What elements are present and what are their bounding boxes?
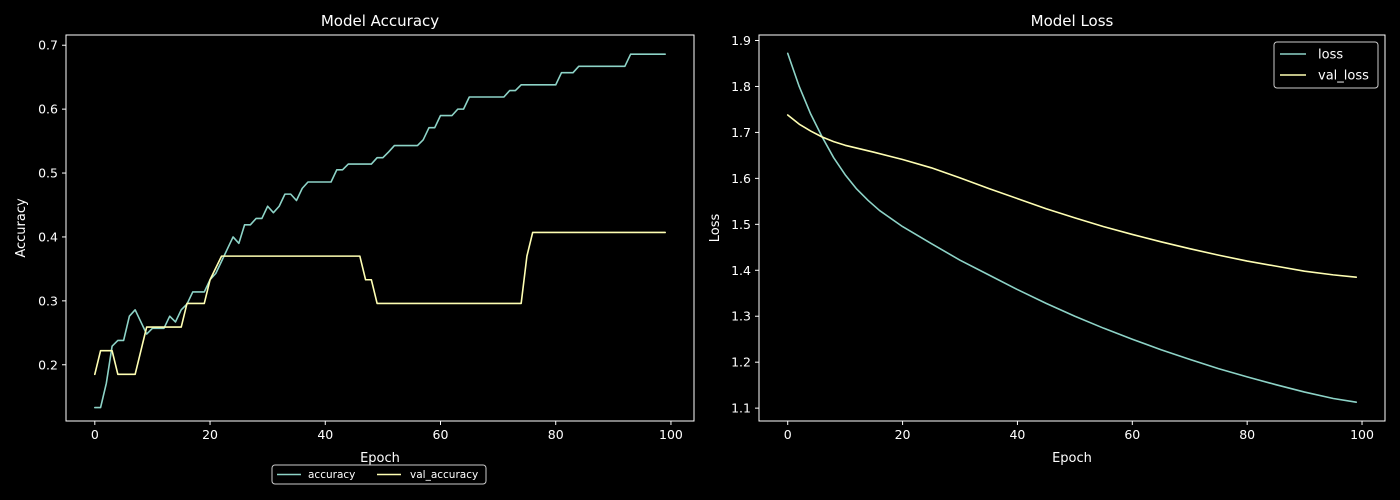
x-tick-label: 100 xyxy=(1350,427,1374,442)
y-axis-label: Loss xyxy=(708,214,723,243)
plot-lines xyxy=(786,52,1358,403)
plot-lines xyxy=(94,53,666,409)
x-tick-label: 0 xyxy=(784,427,792,442)
accuracy-chart: Model Accuracy 0 20 40 60 80 1000.20.30.40.50… xyxy=(14,12,695,485)
y-tick-label: 1.3 xyxy=(731,309,751,324)
axis-ticks: 0 20 40 60 80 100 0.2 0.3 0.4 0.5 0.6 0.7 xyxy=(38,38,683,442)
x-axis-label: Epoch xyxy=(1052,451,1092,466)
y-tick-label: 1.4 xyxy=(731,263,751,278)
x-tick-label: 100 xyxy=(659,427,683,442)
plot-frame xyxy=(758,34,1386,422)
y-tick-label: 1.1 xyxy=(731,401,751,416)
y-tick-label: 0.3 xyxy=(38,293,58,308)
chart-title: Model Loss xyxy=(1031,12,1114,30)
loss-chart: Model Loss 0 20 40 60 80 100 1.1 1.2 1.3 1.4 1.5 1.… xyxy=(708,12,1386,466)
plot-frame xyxy=(65,34,695,422)
y-tick-label: 0.4 xyxy=(38,229,58,244)
x-tick-label: 80 xyxy=(548,427,564,442)
x-tick-label: 20 xyxy=(202,427,218,442)
y-tick-label: 1.5 xyxy=(731,217,751,232)
y-tick-label: 0.5 xyxy=(38,166,58,181)
legend-label-val-loss: val_loss xyxy=(1318,69,1369,84)
axis-ticks: 0 20 40 60 80 100 1.1 1.2 1.3 1.4 1.5 1.6 1.7 1.8 1.9 xyxy=(731,33,1374,442)
y-tick-label: 1.7 xyxy=(731,125,751,140)
legend: accuracy val_accuracy xyxy=(271,464,487,485)
x-tick-label: 80 xyxy=(1239,427,1255,442)
x-tick-label: 0 xyxy=(91,427,99,442)
y-tick-label: 0.7 xyxy=(38,38,58,53)
y-tick-label: 1.9 xyxy=(731,33,751,48)
y-axis-label: Accuracy xyxy=(14,198,29,258)
series-line-val-loss xyxy=(786,114,1358,278)
y-tick-label: 1.8 xyxy=(731,79,751,94)
y-tick-label: 0.6 xyxy=(38,102,58,117)
x-axis-label: Epoch xyxy=(360,451,400,466)
x-tick-label: 40 xyxy=(317,427,333,442)
series-line-loss xyxy=(786,52,1358,403)
x-tick-label: 60 xyxy=(433,427,449,442)
series-line-val-accuracy xyxy=(94,231,666,376)
y-tick-label: 1.6 xyxy=(731,171,751,186)
y-tick-label: 1.2 xyxy=(731,355,751,370)
x-tick-label: 60 xyxy=(1124,427,1140,442)
legend-label-accuracy: accuracy xyxy=(308,469,355,481)
x-tick-label: 40 xyxy=(1009,427,1025,442)
legend: loss val_loss xyxy=(1273,41,1379,89)
legend-label-val-accuracy: val_accuracy xyxy=(410,469,478,481)
y-tick-label: 0.2 xyxy=(38,357,58,372)
legend-label-loss: loss xyxy=(1318,48,1343,63)
series-line-accuracy xyxy=(94,53,666,409)
chart-title: Model Accuracy xyxy=(321,12,439,30)
x-tick-label: 20 xyxy=(895,427,911,442)
